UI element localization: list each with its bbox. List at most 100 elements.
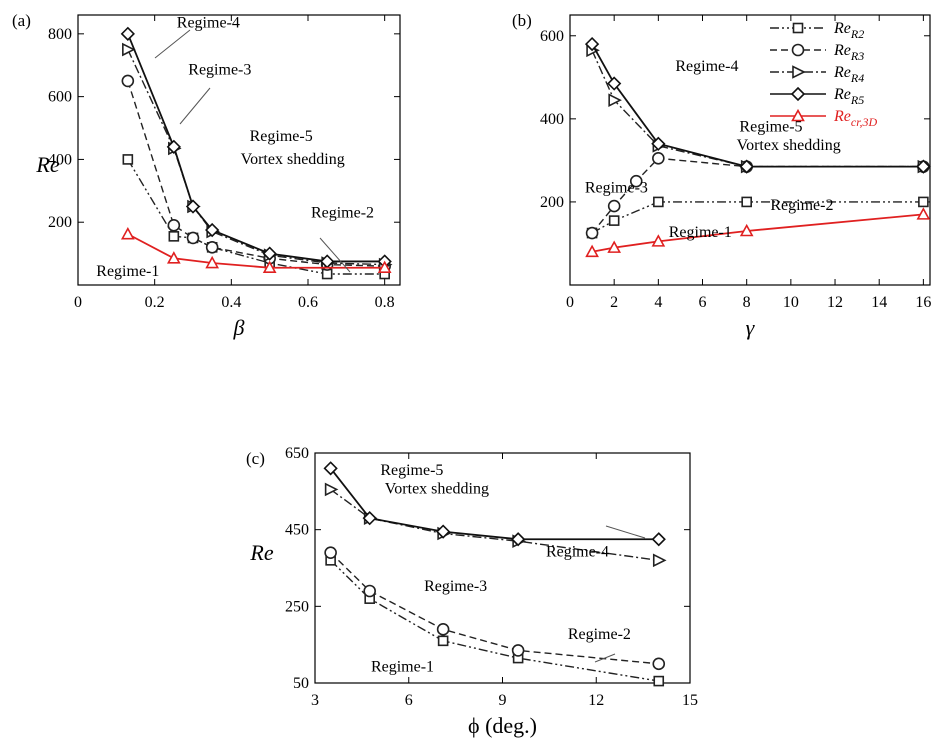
data-point-R3 (436, 623, 450, 636)
series-R3 (121, 74, 391, 273)
data-point-R5 (651, 532, 666, 547)
data-point-R5 (323, 461, 338, 476)
data-point-R3 (205, 241, 219, 254)
data-point-cr3D (166, 251, 181, 264)
data-point-cr3D (205, 255, 220, 269)
y-tick-label: 450 (285, 522, 309, 539)
data-point-R3 (363, 584, 376, 598)
data-point-R3 (167, 219, 181, 232)
data-point-R2 (168, 231, 180, 242)
series-line-R4 (330, 488, 659, 562)
panel-a: 0 0.2 0.4 0.6 0.8 200 400 600 800 β Re (a) Regime-4 R… (12, 11, 401, 340)
series-R3 (324, 546, 666, 671)
data-point-R5 (651, 136, 666, 151)
data-point-R2 (653, 675, 665, 687)
data-point-cr3D (377, 260, 392, 274)
annotation-vortex-shedding: Vortex shedding (241, 151, 345, 168)
y-tick-label: 200 (540, 194, 564, 211)
y-axis-label: Re (35, 152, 59, 177)
data-point-R5 (185, 199, 201, 214)
annotation-vortex-shedding: Vortex shedding (385, 480, 489, 497)
legend-label: ReR4 (833, 64, 864, 85)
annotation-leader (154, 29, 191, 59)
legend-label: ReR2 (833, 20, 864, 41)
legend-label-base: Re (833, 86, 851, 103)
data-point-cr3D (739, 223, 754, 237)
y-tick-label: 650 (285, 445, 309, 462)
data-point-R5 (262, 246, 277, 261)
y-tick-label: 400 (540, 111, 564, 128)
series-line-R3 (330, 552, 659, 665)
x-tick-label: 0.6 (298, 294, 318, 311)
legend-label: ReR5 (833, 86, 864, 107)
annotation-regime-5: Regime-5 (380, 462, 443, 479)
x-tick-label: 16 (915, 294, 931, 311)
plot-frame (77, 14, 401, 286)
legend-label-base: Re (833, 108, 851, 125)
y-axis-label: Re (249, 540, 273, 565)
y-tick-label: 600 (540, 28, 564, 45)
data-point-R3 (585, 226, 599, 240)
data-point-R4 (122, 42, 136, 57)
x-tick-label: 12 (588, 692, 604, 709)
annotation-regime-3: Regime-3 (585, 179, 648, 196)
x-tick-label: 10 (783, 294, 799, 311)
annotation-regime-2: Regime-2 (568, 626, 631, 643)
series-line-R5 (126, 33, 385, 263)
y-tick-label: 50 (293, 675, 309, 692)
data-point-R4 (652, 553, 667, 568)
x-tick-label: 12 (827, 294, 843, 311)
annotation-regime-2: Regime-2 (770, 197, 833, 214)
panel-label: (a) (12, 11, 31, 30)
data-point-R3 (121, 74, 135, 88)
legend-label-sub: R5 (850, 93, 864, 107)
series-R4 (324, 482, 667, 568)
data-point-R3 (186, 231, 200, 245)
annotation-regime-5: Regime-5 (250, 128, 313, 145)
y-tick-label: 250 (285, 598, 309, 615)
plot-frame (314, 452, 691, 684)
data-point-R5 (205, 222, 220, 238)
legend-marker (791, 108, 805, 122)
data-point-R4 (324, 482, 339, 497)
series-R5 (120, 26, 392, 269)
series-cr3D (120, 226, 392, 274)
x-tick-label: 0.4 (221, 294, 241, 311)
x-axis-label: γ (746, 315, 756, 340)
x-tick-label: 2 (610, 294, 618, 311)
data-point-cr3D (916, 207, 931, 220)
series-cr3D (585, 207, 931, 258)
data-point-R5 (435, 524, 451, 539)
y-tick-label: 800 (48, 26, 72, 43)
annotation-regime-4: Regime-4 (675, 58, 738, 75)
series-R5 (323, 461, 666, 547)
x-axis-label: ϕ (deg.) (468, 713, 537, 738)
data-point-R5 (916, 159, 931, 174)
series-R2 (586, 196, 929, 239)
x-tick-label: 15 (682, 692, 698, 709)
x-tick-label: 8 (743, 294, 751, 311)
data-point-R5 (739, 159, 754, 174)
data-point-R5 (120, 26, 135, 41)
data-point-R2 (437, 635, 449, 647)
y-tick-label: 200 (48, 214, 72, 231)
legend-label-sub: R3 (850, 49, 864, 63)
x-tick-label: 6 (699, 294, 707, 311)
x-tick-label: 0.8 (375, 294, 395, 311)
data-point-cr3D (607, 240, 622, 253)
data-point-R4 (608, 93, 622, 107)
legend-marker (791, 43, 805, 57)
data-point-R2 (122, 154, 134, 165)
annotation-leader (594, 653, 616, 663)
legend-marker (792, 22, 804, 34)
legend-label: ReR3 (833, 42, 864, 63)
series-line-cr3D (127, 233, 385, 269)
data-point-R2 (741, 196, 752, 208)
data-point-R3 (629, 174, 643, 188)
legend-label-sub: R4 (850, 71, 864, 85)
annotation-regime-3: Regime-3 (424, 578, 487, 595)
data-point-R5 (584, 36, 600, 52)
y-tick-label: 600 (48, 89, 72, 106)
